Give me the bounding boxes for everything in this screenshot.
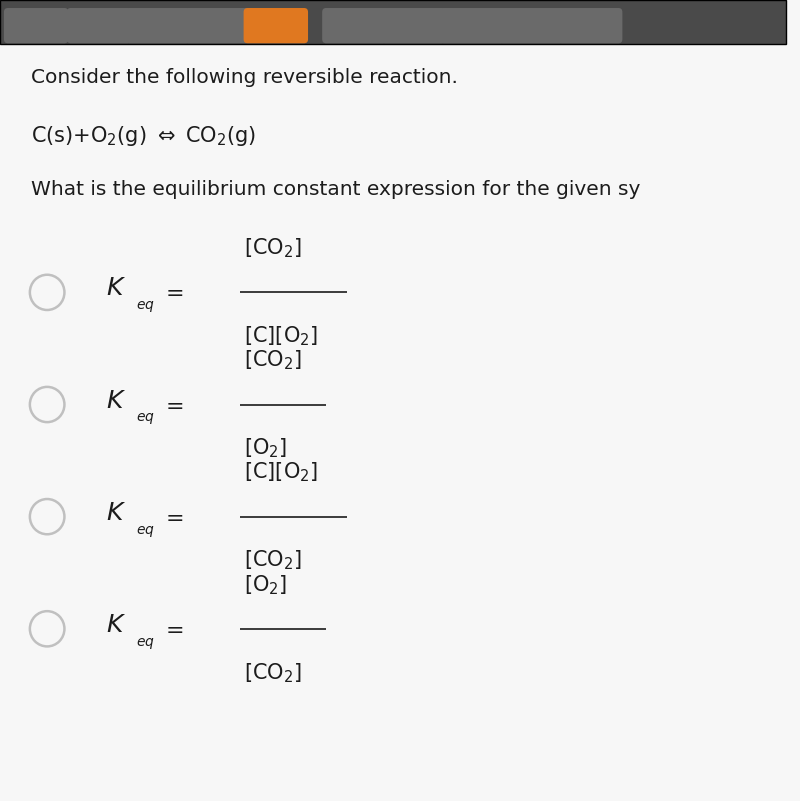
FancyBboxPatch shape: [499, 8, 563, 43]
Text: $K$: $K$: [106, 501, 126, 525]
FancyBboxPatch shape: [185, 8, 249, 43]
Text: $K$: $K$: [106, 388, 126, 413]
Text: $=$: $=$: [161, 283, 184, 302]
FancyBboxPatch shape: [440, 8, 505, 43]
Text: What is the equilibrium constant expression for the given sy: What is the equilibrium constant express…: [31, 180, 641, 199]
FancyBboxPatch shape: [4, 8, 68, 43]
Text: $eq$: $eq$: [136, 636, 154, 650]
Text: $=$: $=$: [161, 395, 184, 414]
FancyBboxPatch shape: [322, 8, 386, 43]
Text: [C][O$_2$]: [C][O$_2$]: [244, 324, 318, 348]
Text: [O$_2$]: [O$_2$]: [244, 437, 286, 461]
FancyBboxPatch shape: [381, 8, 446, 43]
Text: [C][O$_2$]: [C][O$_2$]: [244, 461, 318, 485]
FancyBboxPatch shape: [0, 0, 786, 44]
Text: $eq$: $eq$: [136, 300, 154, 314]
Text: $=$: $=$: [161, 507, 184, 526]
FancyBboxPatch shape: [126, 8, 190, 43]
Text: [CO$_2$]: [CO$_2$]: [244, 348, 302, 372]
Text: $eq$: $eq$: [136, 524, 154, 538]
Text: $K$: $K$: [106, 276, 126, 300]
FancyBboxPatch shape: [66, 8, 131, 43]
FancyBboxPatch shape: [558, 8, 622, 43]
FancyBboxPatch shape: [244, 8, 308, 43]
Text: Consider the following reversible reaction.: Consider the following reversible reacti…: [31, 68, 458, 87]
Text: [CO$_2$]: [CO$_2$]: [244, 236, 302, 260]
Text: $=$: $=$: [161, 619, 184, 638]
Text: $K$: $K$: [106, 613, 126, 637]
Text: [CO$_2$]: [CO$_2$]: [244, 661, 302, 685]
Text: C(s)+O$_2$(g) $\Leftrightarrow$ CO$_2$(g): C(s)+O$_2$(g) $\Leftrightarrow$ CO$_2$(g…: [31, 124, 257, 148]
Text: $eq$: $eq$: [136, 412, 154, 426]
Text: [CO$_2$]: [CO$_2$]: [244, 549, 302, 573]
Text: [O$_2$]: [O$_2$]: [244, 573, 286, 597]
